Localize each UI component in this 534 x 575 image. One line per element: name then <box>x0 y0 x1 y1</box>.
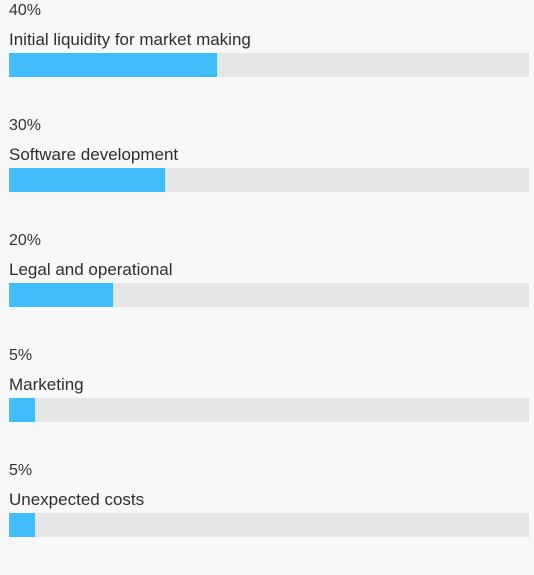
allocation-progress-track <box>9 168 529 192</box>
allocation-label: Legal and operational <box>9 260 173 279</box>
allocation-percent: 30% <box>9 117 42 134</box>
allocation-item-liquidity: 40% Initial liquidity for market making <box>9 0 529 115</box>
allocation-item-legal: 20% Legal and operational <box>9 230 529 345</box>
allocation-percent: 20% <box>9 232 42 249</box>
fund-allocation-list: 40% Initial liquidity for market making … <box>9 0 529 575</box>
allocation-progress-track <box>9 513 529 537</box>
allocation-label: Unexpected costs <box>9 490 145 509</box>
allocation-progress-fill <box>9 283 113 307</box>
allocation-progress-track <box>9 398 529 422</box>
allocation-item-marketing: 5% Marketing <box>9 345 529 460</box>
allocation-percent: 5% <box>9 462 33 479</box>
allocation-label: Software development <box>9 145 179 164</box>
allocation-percent: 5% <box>9 347 33 364</box>
allocation-label: Initial liquidity for market making <box>9 30 251 49</box>
allocation-progress-fill <box>9 398 35 422</box>
allocation-item-software: 30% Software development <box>9 115 529 230</box>
allocation-progress-fill <box>9 513 35 537</box>
allocation-progress-track <box>9 53 529 77</box>
allocation-percent: 40% <box>9 2 42 19</box>
allocation-label: Marketing <box>9 375 84 394</box>
allocation-progress-track <box>9 283 529 307</box>
allocation-progress-fill <box>9 168 165 192</box>
allocation-item-unexpected: 5% Unexpected costs <box>9 460 529 575</box>
allocation-progress-fill <box>9 53 217 77</box>
